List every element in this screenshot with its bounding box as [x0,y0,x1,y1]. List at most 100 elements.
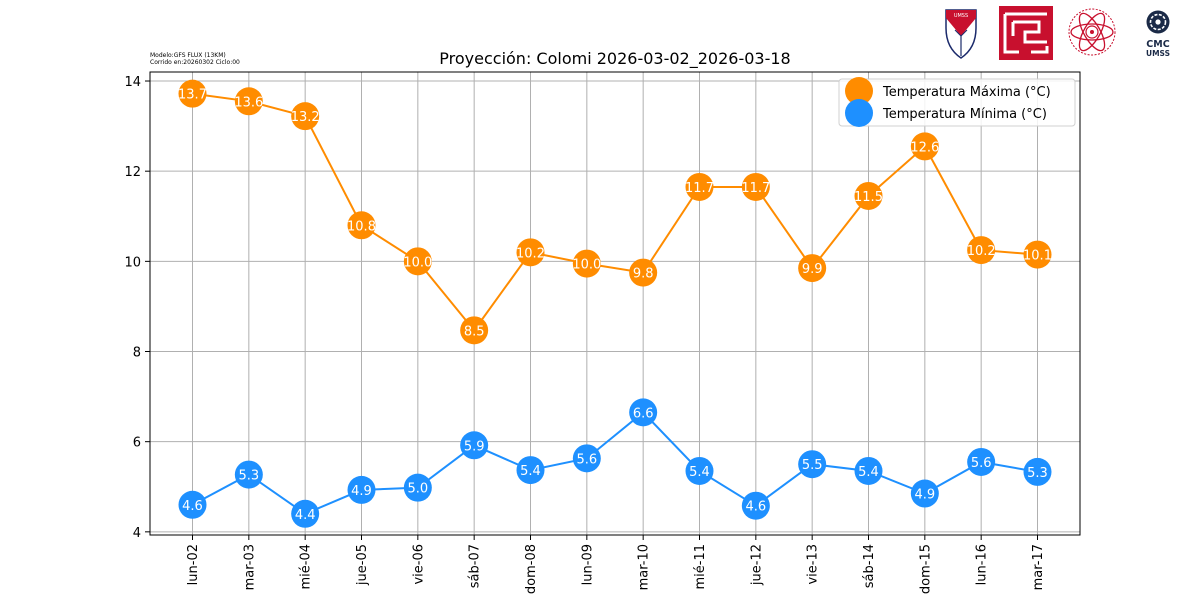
chart-title: Proyección: Colomi 2026-03-02_2026-03-18 [439,49,790,69]
data-point [1023,240,1052,269]
data-point [403,473,432,502]
x-tick-label: vie-06 [411,544,426,585]
x-tick-label: sáb-07 [468,544,483,588]
data-point [910,479,939,508]
data-label: 13.2 [291,110,320,125]
data-label: 4.6 [745,500,766,515]
data-point [403,247,432,276]
data-point [178,79,207,108]
data-label: 11.7 [685,181,714,196]
y-tick-label: 10 [124,255,141,270]
data-label: 5.6 [576,452,597,467]
data-point [234,87,263,116]
data-label: 9.9 [802,262,823,277]
y-tick-label: 6 [133,436,141,451]
data-label: 5.0 [407,482,428,497]
data-label: 12.6 [910,140,939,155]
data-label: 13.6 [234,95,263,110]
data-label: 5.6 [971,456,992,471]
x-tick-label: lun-09 [580,544,595,585]
model-info-text: Modelo:GFS FLUX (13KM) [150,52,226,59]
data-label: 8.5 [464,324,485,339]
data-point [967,447,996,476]
cmc-logo-subtext: UMSS [1146,49,1170,58]
data-point [629,258,658,287]
data-point [178,490,207,519]
atom-seal-logo [1068,8,1116,56]
cmc-logo-text: CMC [1146,39,1169,50]
axis-layer: 4 6 8 10 12 14 lun-02 mar-03 mié-04 jue-05 vie-06 s… [124,75,1046,594]
umss-shield-text: UMSS [954,13,968,19]
data-label: 6.6 [633,406,654,421]
legend-swatch-max [845,77,873,105]
data-point [572,444,601,473]
series-line-1 [192,411,1038,515]
data-point [347,475,376,504]
legend-swatch-min [845,99,873,127]
data-point [234,460,263,489]
data-label: 10.2 [516,246,545,261]
legend-box [838,78,1076,127]
data-point [1023,457,1052,486]
data-label: 10.2 [967,244,996,259]
y-tick-label: 14 [124,75,141,90]
data-label: 9.8 [633,267,654,282]
data-label: 5.3 [1027,466,1048,481]
x-tick-label: jue-12 [749,544,764,586]
x-tick-label: lun-02 [186,544,201,585]
y-tick-label: 8 [133,346,141,361]
x-tick-label: lun-16 [975,544,990,585]
x-tick-label: mié-11 [693,544,708,590]
grid-layer [150,72,1080,535]
data-point [685,456,714,485]
x-tick-label: mar-10 [637,544,652,590]
x-tick-label: dom-15 [918,544,933,594]
data-label: 5.9 [464,439,485,454]
data-point [854,456,883,485]
series-line-0 [192,92,1038,332]
data-point [798,254,827,283]
data-label: 11.7 [741,181,770,196]
data-label: 10.8 [347,219,376,234]
data-label: 4.6 [182,499,203,514]
data-label: 13.7 [178,88,207,103]
cmc-umss-logo: CMC UMSS [1146,10,1170,58]
data-point [741,491,770,520]
data-label: 4.4 [295,508,316,523]
run-info-text: Corrido en:20260302 Ciclo:00 [150,59,240,66]
data-label: 5.3 [238,469,259,484]
x-tick-label: dom-08 [524,544,539,594]
data-label: 10.0 [572,258,601,273]
data-point [798,450,827,479]
y-tick-label: 12 [124,165,141,180]
data-point [347,211,376,240]
data-point [967,236,996,265]
data-label: 4.9 [351,484,372,499]
legend-label-max: Temperatura Máxima (°C) [882,85,1051,100]
plot-frame [149,71,1081,536]
data-label: 10.0 [403,255,432,270]
data-point [629,398,658,427]
legend: Temperatura Máxima (°C) Temperatura Míni… [838,77,1076,127]
faculty-maze-logo [999,6,1053,60]
data-label: 5.4 [689,465,710,480]
y-tick-label: 4 [133,526,141,541]
data-point [516,456,545,485]
data-point [685,172,714,201]
legend-label-min: Temperatura Mínima (°C) [882,107,1047,122]
data-point [910,132,939,161]
x-tick-label: vie-13 [806,544,821,585]
data-label: 5.4 [858,465,879,480]
data-label: 5.4 [520,464,541,479]
data-label: 4.9 [914,488,935,503]
umss-shield-logo: UMSS [945,9,977,59]
data-point [854,181,883,210]
data-point [460,431,489,460]
x-tick-label: mar-03 [242,544,257,590]
data-label: 5.5 [802,458,823,473]
data-label: 11.5 [854,190,883,205]
data-point [291,102,320,131]
data-point [572,249,601,278]
series-layer: 13.7 13.6 13.2 10.8 10.0 8.5 10.2 10.0 9.8 11.7 11… [178,79,1052,528]
